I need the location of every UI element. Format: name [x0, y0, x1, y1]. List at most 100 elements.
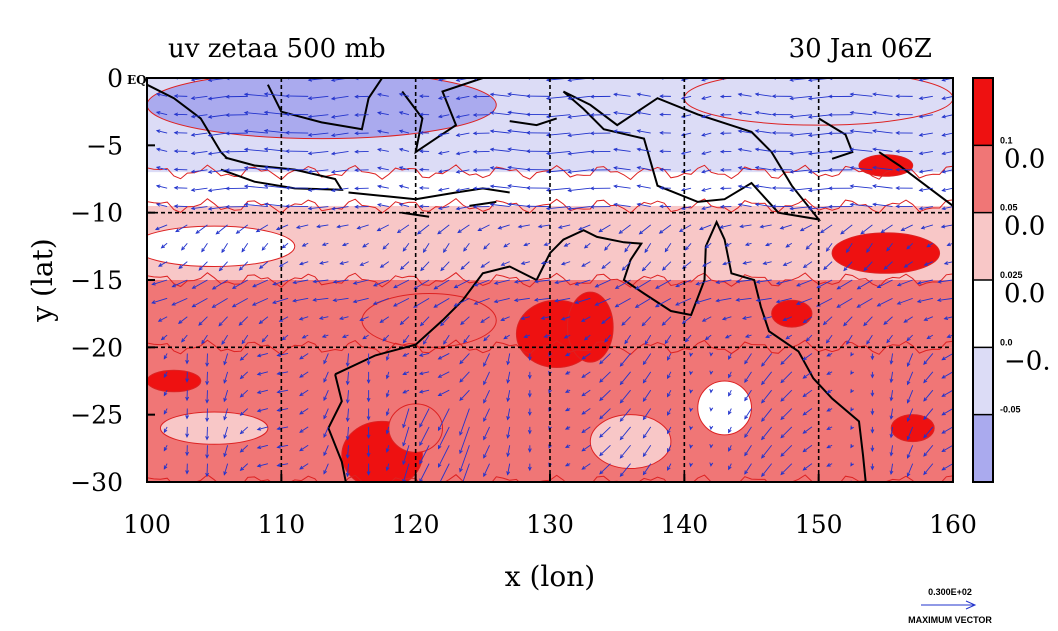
wind-vector — [438, 445, 450, 468]
wind-vector-head — [285, 204, 290, 209]
wind-vector — [377, 93, 389, 97]
wind-vector-head — [827, 186, 833, 191]
wind-vector — [561, 316, 571, 320]
wind-vector-head — [702, 263, 707, 267]
wind-vector — [863, 316, 873, 326]
wind-vector — [942, 151, 953, 155]
wind-vector — [575, 297, 591, 304]
wind-vector-head — [765, 334, 770, 338]
wind-vector-head — [437, 114, 443, 119]
wind-vector — [419, 353, 430, 357]
wind-vector-head — [942, 485, 946, 488]
wind-vector-head — [771, 94, 776, 99]
wind-vector — [490, 203, 510, 207]
wind-vector-head — [376, 147, 382, 152]
wind-vector — [917, 297, 933, 303]
wind-vector — [615, 279, 631, 289]
wind-vector — [897, 279, 913, 286]
wind-vector — [386, 390, 390, 397]
wind-vector — [147, 169, 148, 170]
wind-vector — [780, 408, 793, 420]
wind-vector-head — [190, 206, 196, 211]
wind-vector — [850, 148, 873, 152]
wind-vector — [413, 297, 430, 308]
wind-vector — [155, 224, 168, 230]
wind-vector-head — [604, 338, 609, 343]
wind-vector — [906, 334, 914, 341]
wind-vector — [147, 371, 148, 373]
wind-vector-head — [285, 94, 290, 98]
wind-vector-head — [923, 415, 928, 421]
wind-vector-head — [636, 165, 641, 170]
wind-vector — [317, 224, 329, 228]
wind-vector-head — [403, 497, 406, 500]
wind-vector — [147, 463, 148, 465]
wind-vector-head — [155, 147, 161, 152]
wind-vector-head — [201, 248, 206, 253]
wind-vector — [761, 389, 773, 404]
wind-vector-head — [263, 184, 269, 188]
wind-vector-head — [937, 279, 942, 284]
wind-vector — [498, 224, 510, 229]
wind-vector — [919, 114, 933, 118]
wind-vector-head — [138, 112, 141, 115]
wind-vector-head — [243, 184, 249, 189]
wind-vector — [319, 316, 329, 320]
wind-vector — [803, 353, 813, 361]
wind-vector-head — [545, 114, 551, 119]
wind-vector-head — [870, 447, 875, 453]
wind-vector-head — [737, 92, 743, 97]
wind-vector-head — [822, 321, 828, 326]
wind-vector-head — [805, 337, 810, 342]
wind-vector-head — [359, 317, 364, 321]
wind-vector-head — [684, 338, 689, 343]
wind-vector-head — [771, 204, 777, 209]
wind-vector — [279, 316, 289, 322]
wind-vector — [175, 224, 188, 232]
wind-vector-head — [251, 302, 257, 306]
wind-vector — [681, 206, 692, 210]
wind-vector-head — [323, 415, 327, 420]
wind-vector-head — [802, 393, 807, 398]
wind-vector-head — [402, 339, 407, 344]
wind-vector-head — [689, 370, 694, 376]
wind-vector — [857, 279, 873, 290]
wind-vector-head — [480, 319, 485, 323]
wind-vector-head — [345, 436, 350, 441]
wind-vector-head — [870, 374, 875, 379]
wind-vector — [483, 371, 490, 385]
wind-vector-head — [207, 133, 213, 138]
wind-vector — [581, 261, 591, 267]
wind-vector-head — [221, 248, 226, 254]
wind-vector — [147, 150, 148, 152]
wind-vector-head — [241, 339, 246, 345]
wind-vector-head — [171, 283, 176, 288]
wind-vector — [507, 426, 511, 438]
wind-vector — [323, 390, 329, 401]
wind-vector-head — [318, 316, 324, 320]
wind-vector-head — [719, 94, 725, 99]
wind-vector-head — [419, 441, 423, 447]
wind-vector — [863, 261, 873, 271]
wind-vector — [402, 426, 410, 446]
wind-vector-head — [376, 111, 382, 116]
wind-vector-head — [771, 130, 776, 135]
wind-vector — [643, 408, 652, 420]
wind-vector-head — [613, 184, 618, 189]
wind-vector-head — [689, 389, 694, 394]
wind-vector — [147, 261, 148, 263]
wind-vector — [581, 371, 591, 378]
wind-vector-head — [323, 378, 327, 383]
wind-vector — [904, 261, 913, 268]
wind-vector-head — [846, 340, 850, 345]
wind-vector-head — [761, 417, 766, 422]
wind-vector-head — [667, 374, 671, 380]
wind-vector-head — [655, 285, 660, 289]
wind-vector — [716, 297, 732, 302]
wind-vector-head — [263, 165, 269, 170]
wind-vector — [147, 114, 148, 115]
wind-vector — [581, 353, 591, 360]
wind-vector-head — [281, 336, 287, 341]
wind-vector-head — [261, 338, 266, 343]
wind-vector-head — [295, 225, 301, 229]
